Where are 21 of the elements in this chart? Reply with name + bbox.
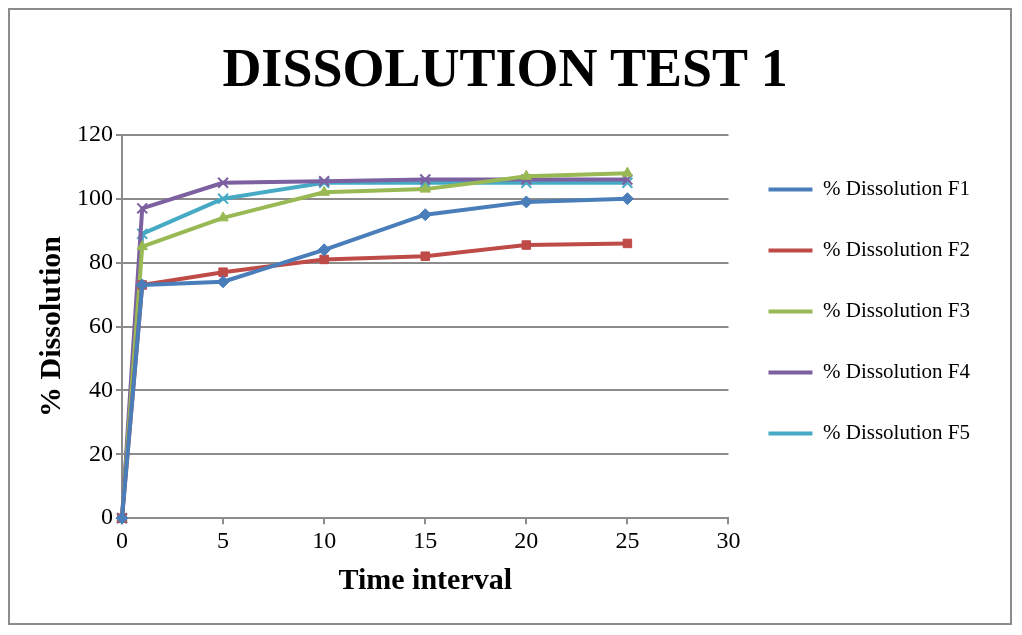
y-tick-label: 120 (77, 120, 113, 147)
x-tick-label: 15 (413, 526, 438, 553)
y-tick-label: 100 (77, 184, 113, 210)
x-tick-label: 20 (514, 526, 539, 553)
y-axis-title: % Dissolution (32, 235, 66, 417)
legend-label: % Dissolution F5 (822, 420, 971, 445)
legend-label: % Dissolution F2 (822, 237, 971, 262)
x-tick-label: 30 (716, 526, 741, 553)
y-tick-label: 40 (89, 375, 113, 402)
legend-label: % Dissolution F1 (822, 176, 971, 201)
chart-title: DISSOLUTION TEST 1 (222, 38, 788, 99)
x-tick-label: 25 (615, 526, 640, 553)
legend-label: % Dissolution F3 (822, 298, 971, 323)
x-tick-label: 10 (312, 526, 337, 553)
legend-label: % Dissolution F4 (822, 359, 971, 384)
y-tick-label: 0 (101, 503, 113, 530)
x-axis-title: Time interval (338, 561, 513, 595)
x-tick-label: 5 (217, 526, 230, 553)
y-tick-label: 20 (89, 439, 113, 466)
y-tick-label: 60 (89, 311, 113, 338)
y-tick-label: 80 (89, 247, 113, 274)
